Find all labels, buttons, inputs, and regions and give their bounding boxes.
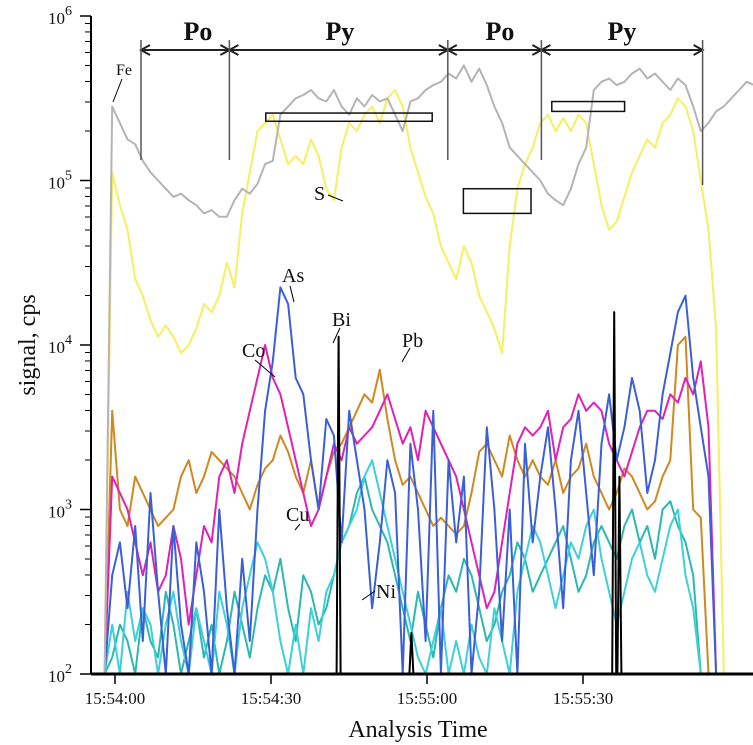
series-spike-bi [408, 631, 415, 675]
x-tick-label: 15:54:30 [241, 689, 301, 708]
series-line-fe [103, 64, 753, 675]
series-line-as [103, 286, 724, 675]
label-as: As [282, 265, 304, 287]
y-ticks: 102 103 104 105 106 [48, 4, 91, 686]
x-tick-label: 15:54:00 [85, 689, 145, 708]
analysis-window-box-0 [265, 112, 433, 123]
region-label-po-2: Po [486, 17, 515, 46]
label-co: Co [242, 340, 265, 362]
label-ni: Ni [376, 581, 396, 603]
x-axis-title: Analysis Time [348, 717, 487, 743]
y-tick-label: 103 [48, 498, 72, 522]
series-spike-bi [335, 335, 342, 675]
label-fe: Fe [116, 62, 132, 79]
x-tick-label: 15:55:00 [397, 689, 457, 708]
series-spike-bi [611, 311, 618, 675]
y-tick-label: 102 [48, 662, 72, 686]
series-spike-bi [616, 475, 623, 675]
y-tick-label: 106 [48, 4, 72, 28]
analysis-window-box-1 [462, 187, 532, 215]
leader-co [254, 359, 276, 378]
label-s: S [314, 183, 325, 205]
y-tick-label: 104 [48, 333, 72, 357]
series-line-s [103, 89, 725, 675]
analysis-window-box-2 [551, 100, 626, 113]
series-layer [103, 64, 753, 675]
region-label-py-1: Py [326, 17, 355, 46]
leader-pb [401, 347, 411, 363]
x-ticks: 15:54:00 15:54:30 15:55:00 15:55:30 [85, 674, 613, 708]
leader-ni [361, 590, 376, 601]
x-tick-label: 15:55:30 [553, 689, 613, 708]
leader-as [289, 285, 295, 303]
annotation-layer [138, 40, 705, 215]
label-pb: Pb [402, 330, 423, 352]
leader-cu [294, 523, 301, 531]
series-line-co [103, 344, 724, 675]
y-axis-title: signal, cps [15, 294, 41, 395]
region-label-py-2: Py [608, 17, 637, 46]
leader-bi [332, 327, 341, 344]
label-cu: Cu [286, 504, 309, 526]
leader-fe [112, 78, 123, 103]
leader-s [327, 194, 344, 202]
y-tick-label: 105 [48, 169, 72, 193]
label-bi: Bi [332, 309, 351, 331]
region-label-po-1: Po [184, 17, 213, 46]
